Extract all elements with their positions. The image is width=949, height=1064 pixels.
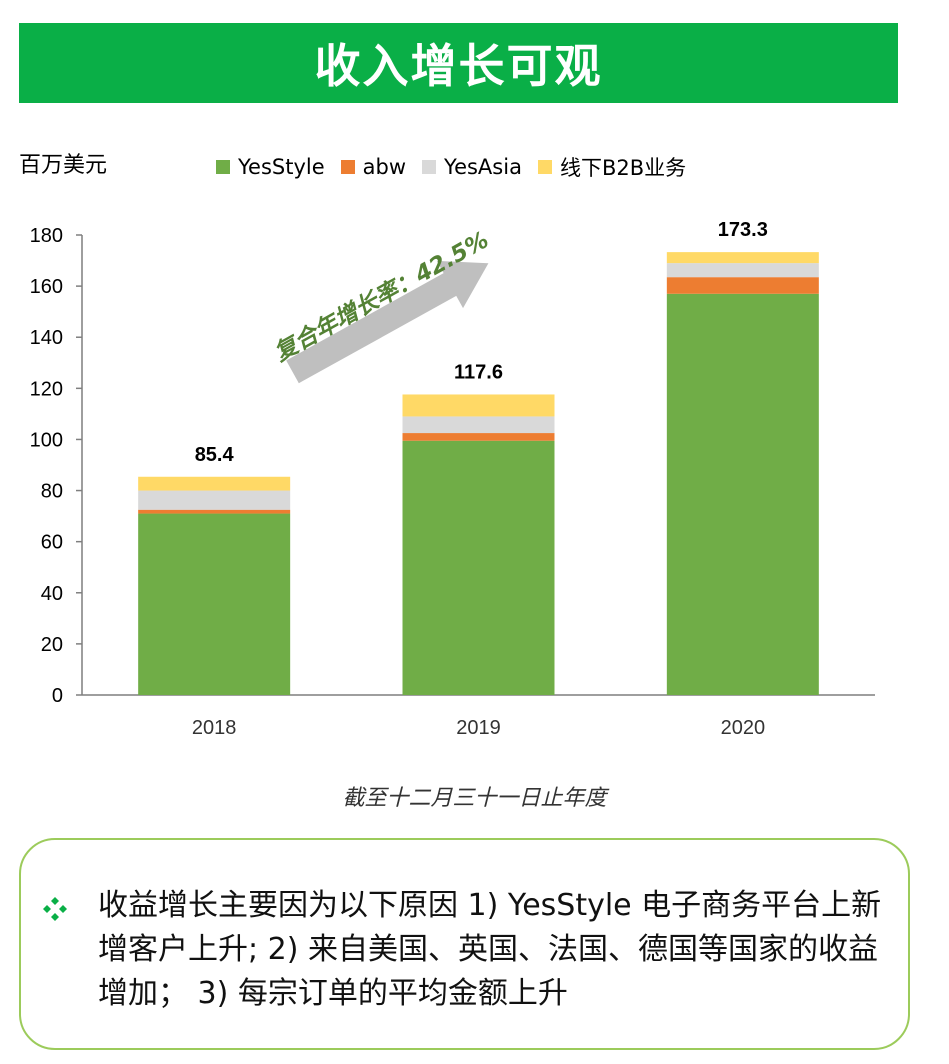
x-tick-label: 2018 — [192, 717, 237, 739]
bar-segment — [138, 476, 291, 491]
y-tick-label: 120 — [30, 378, 63, 400]
bar-segment — [666, 252, 819, 264]
total-label: 85.4 — [195, 444, 235, 466]
title-banner: 收入增长可观 — [19, 23, 898, 103]
legend-item-yesstyle: YesStyle — [216, 155, 325, 179]
y-tick-label: 180 — [30, 225, 63, 247]
legend-swatch-yesstyle — [216, 160, 230, 174]
y-tick-label: 80 — [41, 481, 63, 503]
legend-swatch-b2b — [537, 160, 552, 174]
x-tick-label: 2019 — [456, 717, 501, 739]
y-tick-label: 40 — [41, 583, 63, 605]
bar-segment — [138, 490, 291, 510]
y-tick-label: 140 — [30, 327, 63, 349]
bar-segment — [402, 416, 555, 434]
legend-label-yesstyle: YesStyle — [238, 155, 325, 179]
legend-item-b2b: 线下B2B业务 — [537, 152, 687, 182]
bar-segment — [138, 513, 291, 695]
diamond-bullet-icon — [43, 897, 67, 921]
x-tick-label: 2020 — [721, 717, 766, 739]
chart-labels: 0 20 40 60 80 100 120 140 160 180 85.4 2018 117.6 201… — [30, 219, 768, 739]
total-label: 117.6 — [454, 361, 503, 383]
y-axis-unit-label: 百万美元 — [19, 153, 108, 178]
chart-bars — [138, 252, 819, 695]
legend-item-abw: abw — [340, 155, 407, 179]
bar-segment — [666, 263, 819, 278]
chart-legend: YesStyle abw YesAsia 线下B2B业务 — [216, 152, 702, 182]
legend-swatch-yesasia — [422, 160, 437, 174]
cagr-arrow-shape — [286, 260, 489, 384]
y-tick-label: 0 — [52, 685, 63, 707]
notes-text: 收益增长主要因为以下原因 1) YesStyle 电子商务平台上新增客户上升; … — [98, 888, 882, 1011]
legend-label-abw: abw — [362, 155, 407, 179]
y-tick-label: 20 — [41, 634, 63, 656]
bar-segment — [402, 440, 555, 695]
total-label: 173.3 — [718, 219, 768, 241]
stacked-bar-chart: 0 20 40 60 80 100 120 140 160 180 85.4 2018 117.6 201… — [30, 219, 875, 739]
y-tick-label: 60 — [41, 532, 63, 554]
bar-segment — [666, 277, 819, 294]
legend-item-yesasia: YesAsia — [422, 155, 522, 179]
chart-footnote: 截至十二月三十一日止年度 — [342, 786, 607, 811]
bar-segment — [402, 394, 555, 417]
legend-label-yesasia: YesAsia — [444, 155, 522, 179]
bar-segment — [138, 509, 291, 514]
notes-panel — [19, 838, 910, 1050]
y-tick-label: 100 — [30, 429, 63, 451]
legend-label-b2b: 线下B2B业务 — [559, 156, 687, 180]
bar-segment — [402, 433, 555, 441]
page-title: 收入增长可观 — [314, 39, 603, 93]
legend-swatch-abw — [340, 160, 355, 174]
bar-segment — [666, 293, 819, 695]
y-tick-label: 160 — [30, 276, 63, 298]
